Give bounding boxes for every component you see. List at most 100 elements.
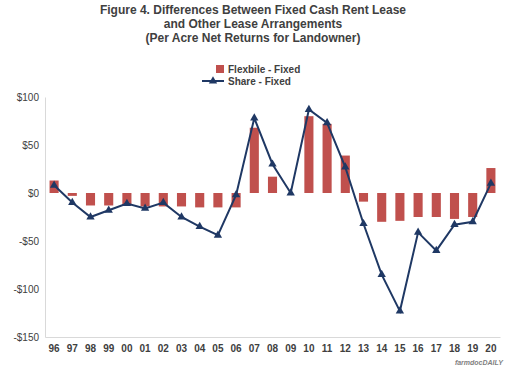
x-tick-label: 15	[394, 343, 406, 354]
y-tick-label: -$150	[13, 332, 39, 343]
x-tick: 00	[121, 337, 133, 354]
x-tick-label: 96	[49, 343, 61, 354]
legend-label: Share - Fixed	[228, 76, 291, 87]
x-tick-label: 00	[121, 343, 133, 354]
x-tick-label: 12	[340, 343, 352, 354]
marker	[469, 217, 477, 224]
marker	[341, 162, 349, 169]
bar	[195, 193, 204, 207]
y-tick-label: $0	[28, 188, 40, 199]
marker	[123, 199, 131, 206]
marker	[105, 205, 113, 212]
x-tick: 04	[194, 337, 206, 354]
x-tick-label: 17	[431, 343, 443, 354]
bar	[250, 128, 259, 193]
x-tick-label: 01	[140, 343, 152, 354]
x-tick-label: 16	[413, 343, 425, 354]
bar	[359, 193, 368, 202]
legend: Flexbile - FixedShare - Fixed	[202, 64, 300, 87]
annotation: farmdocDAILY	[455, 359, 504, 366]
x-tick-label: 98	[85, 343, 97, 354]
x-tick: 03	[176, 337, 188, 354]
bar	[377, 193, 386, 222]
y-tick: -$50	[19, 236, 45, 247]
bar	[414, 193, 423, 217]
x-tick-label: 05	[212, 343, 224, 354]
marker	[50, 181, 58, 188]
x-axis: 9697989900010203040506070809101112131415…	[46, 337, 501, 354]
marker	[196, 222, 204, 229]
x-tick: 99	[103, 337, 115, 354]
x-tick-label: 03	[176, 343, 188, 354]
marker	[450, 220, 458, 227]
bar	[86, 193, 95, 205]
x-tick-label: 11	[322, 343, 333, 354]
x-tick: 02	[158, 337, 170, 354]
legend-label: Flexbile - Fixed	[228, 64, 300, 75]
subtitle: (Per Acre Net Returns for Landowner)	[146, 31, 361, 45]
y-tick: $0	[28, 188, 45, 199]
marker	[414, 228, 422, 235]
x-tick: 17	[431, 337, 443, 354]
x-tick-label: 09	[285, 343, 297, 354]
background	[0, 0, 506, 367]
x-tick: 19	[467, 337, 479, 354]
marker	[487, 179, 495, 186]
bar	[68, 193, 77, 196]
bar-series	[50, 116, 496, 222]
marker	[305, 105, 313, 112]
bar	[268, 177, 277, 193]
x-tick: 16	[413, 337, 425, 354]
marker	[287, 188, 295, 195]
marker	[177, 212, 185, 219]
y-axis-line	[45, 98, 46, 338]
x-tick-label: 20	[485, 343, 497, 354]
bar	[104, 193, 113, 205]
x-tick-label: 08	[267, 343, 279, 354]
x-tick: 14	[376, 337, 388, 354]
x-tick: 11	[322, 337, 333, 354]
y-tick-label: -$100	[13, 284, 39, 295]
x-tick-label: 02	[158, 343, 170, 354]
x-tick: 05	[212, 337, 224, 354]
title: Figure 4. Differences Between Fixed Cash…	[100, 3, 406, 31]
chart: Figure 4. Differences Between Fixed Cash…	[0, 0, 506, 367]
marker	[396, 306, 404, 313]
marker	[378, 270, 386, 277]
x-tick-label: 10	[303, 343, 315, 354]
y-tick: $100	[17, 92, 45, 103]
x-tick: 97	[67, 337, 79, 354]
bar	[450, 193, 459, 219]
marker	[214, 230, 222, 237]
x-tick-label: 13	[358, 343, 370, 354]
bar	[432, 193, 441, 217]
marker	[141, 204, 149, 211]
marker	[86, 212, 94, 219]
x-tick-label: 97	[67, 343, 79, 354]
x-tick: 12	[340, 337, 352, 354]
x-tick: 15	[394, 337, 406, 354]
marker	[68, 198, 76, 205]
plot-area	[50, 105, 496, 314]
y-tick: -$100	[13, 284, 45, 295]
x-tick: 10	[303, 337, 315, 354]
y-tick-label: $100	[17, 92, 40, 103]
marker	[250, 113, 258, 120]
marker	[432, 246, 440, 253]
marker	[359, 219, 367, 226]
x-tick: 98	[85, 337, 97, 354]
x-tick: 09	[285, 337, 297, 354]
x-tick: 13	[358, 337, 370, 354]
x-tick-label: 99	[103, 343, 115, 354]
marker	[159, 198, 167, 205]
y-tick-label: $50	[22, 140, 39, 151]
x-tick: 06	[231, 337, 243, 354]
x-tick: 18	[449, 337, 461, 354]
x-tick: 20	[485, 337, 497, 354]
line	[54, 109, 491, 311]
x-axis-line	[46, 337, 501, 338]
x-tick-label: 04	[194, 343, 206, 354]
legend-swatch	[216, 65, 224, 73]
marker	[323, 118, 331, 125]
x-tick-label: 18	[449, 343, 461, 354]
